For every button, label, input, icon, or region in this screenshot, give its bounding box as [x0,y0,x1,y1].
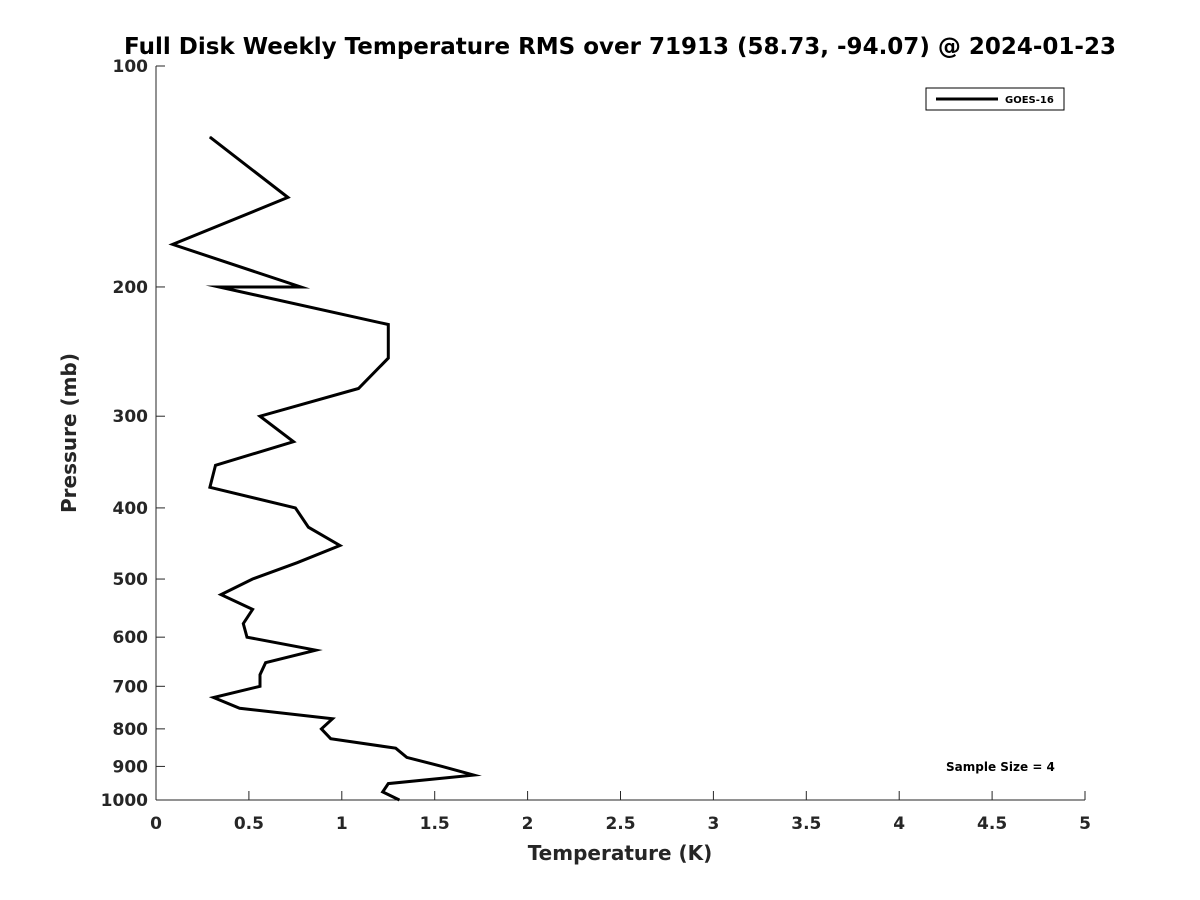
data-point [209,136,211,138]
data-point [315,649,317,651]
x-axis-label: Temperature (K) [528,841,713,865]
data-point [213,697,215,698]
data-point [320,728,322,730]
data-point [339,545,341,546]
data-point [300,286,302,288]
y-axis-label: Pressure (mb) [57,353,81,513]
legend: GOES-16 [925,87,1065,111]
x-tick-label: 1.5 [420,814,450,834]
data-point [242,623,244,625]
data-point [387,324,389,325]
data-point [387,783,389,785]
data-point [296,562,298,564]
data-point [259,415,261,417]
sample-size-annotation: Sample Size = 4 [946,760,1055,774]
data-point [220,594,222,596]
data-point [332,718,333,720]
data-point [293,441,294,443]
data-point [398,799,400,801]
data-point [406,756,408,758]
plot-area [168,135,482,802]
data-point [209,486,211,488]
data-point [387,357,389,359]
data-point [252,578,254,580]
data-point [473,774,475,776]
data-point [259,674,261,676]
data-point [172,243,174,245]
y-tick-label: 1000 [101,791,148,811]
data-point [395,747,397,749]
data-point [307,526,309,528]
data-point [218,286,220,288]
y-tick-label: 800 [113,720,149,740]
data-point [441,765,443,767]
y-tick-label: 500 [113,570,149,590]
axes: 0 0.5 1 1.5 2 2.5 3 3.5 4 4.5 5 100 200 300 400 500 600 7… [101,57,1091,834]
chart-title: Full Disk Weekly Temperature RMS over 71… [124,34,1116,60]
x-tick-label: 4 [893,814,905,834]
y-tick-label: 600 [113,628,149,648]
data-point [294,507,296,509]
data-point [287,196,289,198]
x-tick-label: 0.5 [234,814,264,834]
data-point [246,636,248,638]
y-tick-label: 900 [113,757,149,777]
x-tick-label: 2 [522,814,534,834]
data-point [265,662,267,664]
y-tick-label: 200 [113,278,149,298]
y-tick-label: 400 [113,499,149,519]
y-tick-label: 700 [113,677,149,697]
x-tick-label: 3 [707,814,719,834]
x-tick-label: 5 [1079,814,1091,834]
y-tick-label: 100 [113,57,149,77]
y-tick-label: 300 [113,407,149,427]
legend-label-goes-16: GOES-16 [1005,95,1054,106]
data-point [215,464,216,466]
data-point [358,388,359,389]
data-point [330,738,332,740]
x-tick-label: 1 [336,814,348,834]
data-point [259,685,261,687]
x-tick-label: 0 [150,814,162,834]
data-point [239,707,241,709]
x-tick-label: 2.5 [605,814,635,834]
data-point [252,608,254,610]
data-point [382,791,384,793]
x-tick-label: 3.5 [791,814,821,834]
x-tick-label: 4.5 [977,814,1007,834]
